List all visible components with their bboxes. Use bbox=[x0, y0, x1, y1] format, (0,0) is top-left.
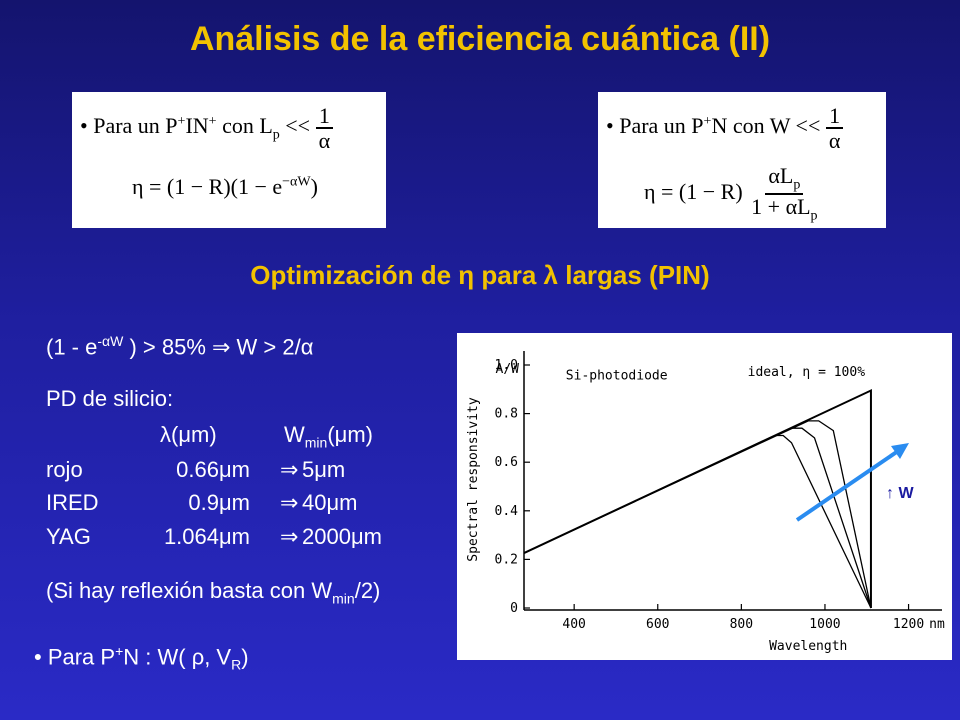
equation-sup: -αW bbox=[97, 333, 124, 349]
formula-text: ) bbox=[310, 174, 318, 199]
table-header-w: Wmin(μm) bbox=[284, 422, 373, 450]
device-label: Si-photodiode bbox=[566, 369, 668, 384]
x-tick-label: 400 bbox=[562, 617, 585, 632]
formula-text: • Para un P bbox=[606, 113, 704, 139]
formula-text: con L bbox=[216, 113, 273, 139]
condition-equation: (1 - e-αW ) > 85% ⇒ W > 2/α bbox=[46, 333, 313, 360]
series-line-2 bbox=[523, 427, 872, 609]
formula-text: << bbox=[279, 113, 316, 139]
table-cell-w: 40μm bbox=[302, 490, 358, 515]
table-cell-arrow: ⇒ bbox=[280, 524, 299, 549]
bullet-text: N : W( ρ, V bbox=[123, 644, 232, 670]
page-title: Análisis de la eficiencia cuántica (II) bbox=[189, 20, 771, 58]
table-cell-name: rojo bbox=[46, 457, 83, 482]
formula-text: 1 + αL bbox=[751, 194, 811, 220]
chart-svg: 0 0.2 0.4 0.6 0.8 1.0 400 600 800 1000 1200 nm A/W Wa… bbox=[466, 351, 945, 654]
formula-text: N con W << bbox=[711, 113, 826, 139]
y-axis-label: Spectral responsivity bbox=[466, 397, 481, 562]
formula-sup: + bbox=[208, 113, 217, 129]
equation-text: ) > 85% ⇒ W > 2/α bbox=[123, 334, 314, 360]
formula-sub: p bbox=[272, 127, 280, 143]
y-tick-label: 0.6 bbox=[495, 455, 518, 470]
header-sub: min bbox=[304, 434, 328, 451]
x-tick-label: 600 bbox=[646, 617, 669, 632]
pd-label: PD de silicio: bbox=[46, 386, 174, 411]
y-unit-label: A/W bbox=[496, 362, 520, 377]
x-tick-label: 800 bbox=[730, 617, 753, 632]
formula-text: η = (1 − R) bbox=[644, 179, 743, 205]
header-text: W bbox=[284, 422, 305, 447]
formula-pin-efficiency: η = (1 − R)(1 − e−αW) bbox=[132, 174, 318, 200]
w-arrow-head bbox=[891, 443, 909, 459]
y-tick-label: 1.0 bbox=[495, 358, 518, 373]
bullet-text: • Para P bbox=[34, 644, 116, 670]
table-header-lambda: λ(μm) bbox=[160, 422, 217, 447]
fraction-numerator: αLp bbox=[765, 163, 804, 196]
fraction-denominator: α bbox=[828, 128, 841, 154]
bullet-sub: R bbox=[231, 656, 242, 673]
y-tick-label: 0 bbox=[510, 601, 518, 616]
table-cell-name: YAG bbox=[46, 524, 91, 549]
y-tick-label: 0.8 bbox=[495, 407, 518, 422]
note-text: /2) bbox=[354, 578, 381, 603]
series-line-3 bbox=[523, 420, 872, 609]
formula-sup: −αW bbox=[282, 174, 311, 190]
header-text: (μm) bbox=[327, 422, 373, 447]
equation-text: (1 - e bbox=[46, 334, 98, 360]
x-tick-label: 1200 bbox=[893, 617, 924, 632]
section-subtitle: Optimización de η para λ largas (PIN) bbox=[250, 260, 710, 290]
formula-text: • Para un P bbox=[80, 113, 178, 139]
fraction-denominator: 1 + αLp bbox=[748, 195, 820, 224]
table-cell-w: 5μm bbox=[302, 457, 346, 482]
table-cell-w: 2000μm bbox=[302, 524, 382, 549]
bullet-pn: • Para P+N : W( ρ, VR) bbox=[34, 643, 249, 673]
formula-pn-efficiency: η = (1 − R) αLp 1 + αLp bbox=[644, 164, 821, 224]
formula-sub: p bbox=[810, 208, 818, 224]
formula-text: IN bbox=[185, 113, 209, 139]
w-arrow-shaft bbox=[795, 447, 903, 522]
note-sub: min bbox=[332, 590, 355, 607]
ideal-label: ideal, η = 100% bbox=[748, 365, 866, 380]
table-cell-lambda: 0.66μm bbox=[176, 457, 250, 482]
y-tick-label: 0.4 bbox=[495, 504, 519, 519]
fraction-numerator: 1 bbox=[315, 104, 333, 130]
formula-sup: + bbox=[177, 113, 186, 129]
formula-text: αL bbox=[768, 163, 794, 188]
bullet-text: ) bbox=[241, 644, 249, 670]
note-text: (Si hay reflexión basta con W bbox=[46, 578, 333, 603]
y-tick-label: 0.2 bbox=[495, 552, 518, 567]
fraction-numerator: 1 bbox=[826, 104, 844, 130]
w-arrow-label: ↑ W bbox=[886, 485, 914, 502]
formula-sub: p bbox=[793, 177, 801, 193]
series-line-1 bbox=[523, 434, 872, 609]
fraction: αLp 1 + αLp bbox=[748, 164, 820, 224]
x-unit-label: nm bbox=[929, 617, 945, 632]
reflection-note: (Si hay reflexión basta con Wmin/2) bbox=[46, 578, 380, 606]
table-cell-name: IRED bbox=[46, 490, 99, 515]
x-tick-label: 1000 bbox=[809, 617, 840, 632]
table-cell-lambda: 0.9μm bbox=[188, 490, 250, 515]
fraction-denominator: α bbox=[318, 128, 331, 154]
formula-text: η = (1 − R)(1 − e bbox=[132, 174, 283, 199]
table-cell-lambda: 1.064μm bbox=[163, 524, 250, 549]
table-cell-arrow: ⇒ bbox=[280, 490, 299, 515]
formula-sup: + bbox=[703, 113, 712, 129]
table-cell-arrow: ⇒ bbox=[280, 457, 299, 482]
x-axis-label: Wavelength bbox=[769, 639, 847, 654]
bullet-sup: + bbox=[115, 643, 124, 659]
responsivity-chart: 0 0.2 0.4 0.6 0.8 1.0 400 600 800 1000 1200 nm A/W Wa… bbox=[457, 333, 952, 660]
